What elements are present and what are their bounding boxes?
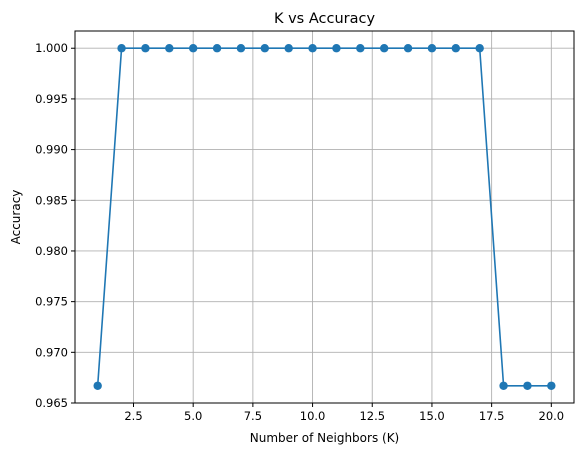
y-tick-label: 1.000 bbox=[35, 41, 68, 55]
data-point bbox=[499, 381, 508, 390]
y-axis-label: Accuracy bbox=[9, 190, 23, 245]
data-point bbox=[93, 381, 102, 390]
data-point bbox=[188, 44, 198, 53]
data-point bbox=[427, 44, 437, 53]
x-tick-label: 12.5 bbox=[359, 409, 385, 423]
x-tick-label: 7.5 bbox=[244, 409, 262, 423]
y-tick-label: 0.975 bbox=[35, 295, 68, 309]
grid-layer bbox=[75, 31, 574, 404]
x-tick-label: 2.5 bbox=[124, 409, 142, 423]
x-tick-label: 5.0 bbox=[184, 409, 202, 423]
x-tick-label: 10.0 bbox=[300, 409, 326, 423]
series-layer bbox=[93, 44, 556, 390]
data-point bbox=[356, 44, 365, 53]
data-point bbox=[451, 44, 461, 53]
y-tick-label: 0.985 bbox=[35, 193, 68, 207]
x-tick-label: 17.5 bbox=[479, 409, 505, 423]
y-tick-label: 0.970 bbox=[35, 345, 68, 359]
data-point bbox=[475, 44, 484, 53]
data-point bbox=[212, 44, 222, 53]
ticks-layer: 2.5 5.0 7.5 10.0 12.5 15.0 17.5 20.0 0.965 0.970 0… bbox=[35, 41, 564, 423]
data-point bbox=[236, 44, 246, 53]
data-point bbox=[165, 44, 174, 53]
data-point bbox=[332, 44, 341, 53]
y-tick-label: 0.980 bbox=[35, 244, 68, 258]
data-point bbox=[547, 381, 556, 390]
data-point bbox=[379, 44, 389, 53]
chart-title: K vs Accuracy bbox=[274, 11, 375, 27]
data-point bbox=[260, 44, 270, 53]
x-tick-label: 15.0 bbox=[419, 409, 445, 423]
y-tick-label: 0.995 bbox=[35, 92, 68, 106]
plot-frame bbox=[74, 30, 575, 404]
y-tick-label: 0.990 bbox=[35, 143, 68, 157]
data-point bbox=[284, 44, 293, 53]
x-tick-label: 20.0 bbox=[539, 409, 565, 423]
x-axis-label: Number of Neighbors (K) bbox=[250, 431, 400, 445]
data-point bbox=[141, 44, 150, 53]
y-tick-label: 0.965 bbox=[35, 396, 68, 410]
data-point bbox=[523, 381, 532, 390]
data-point bbox=[308, 44, 317, 53]
data-point bbox=[403, 44, 413, 53]
data-point bbox=[117, 44, 126, 53]
